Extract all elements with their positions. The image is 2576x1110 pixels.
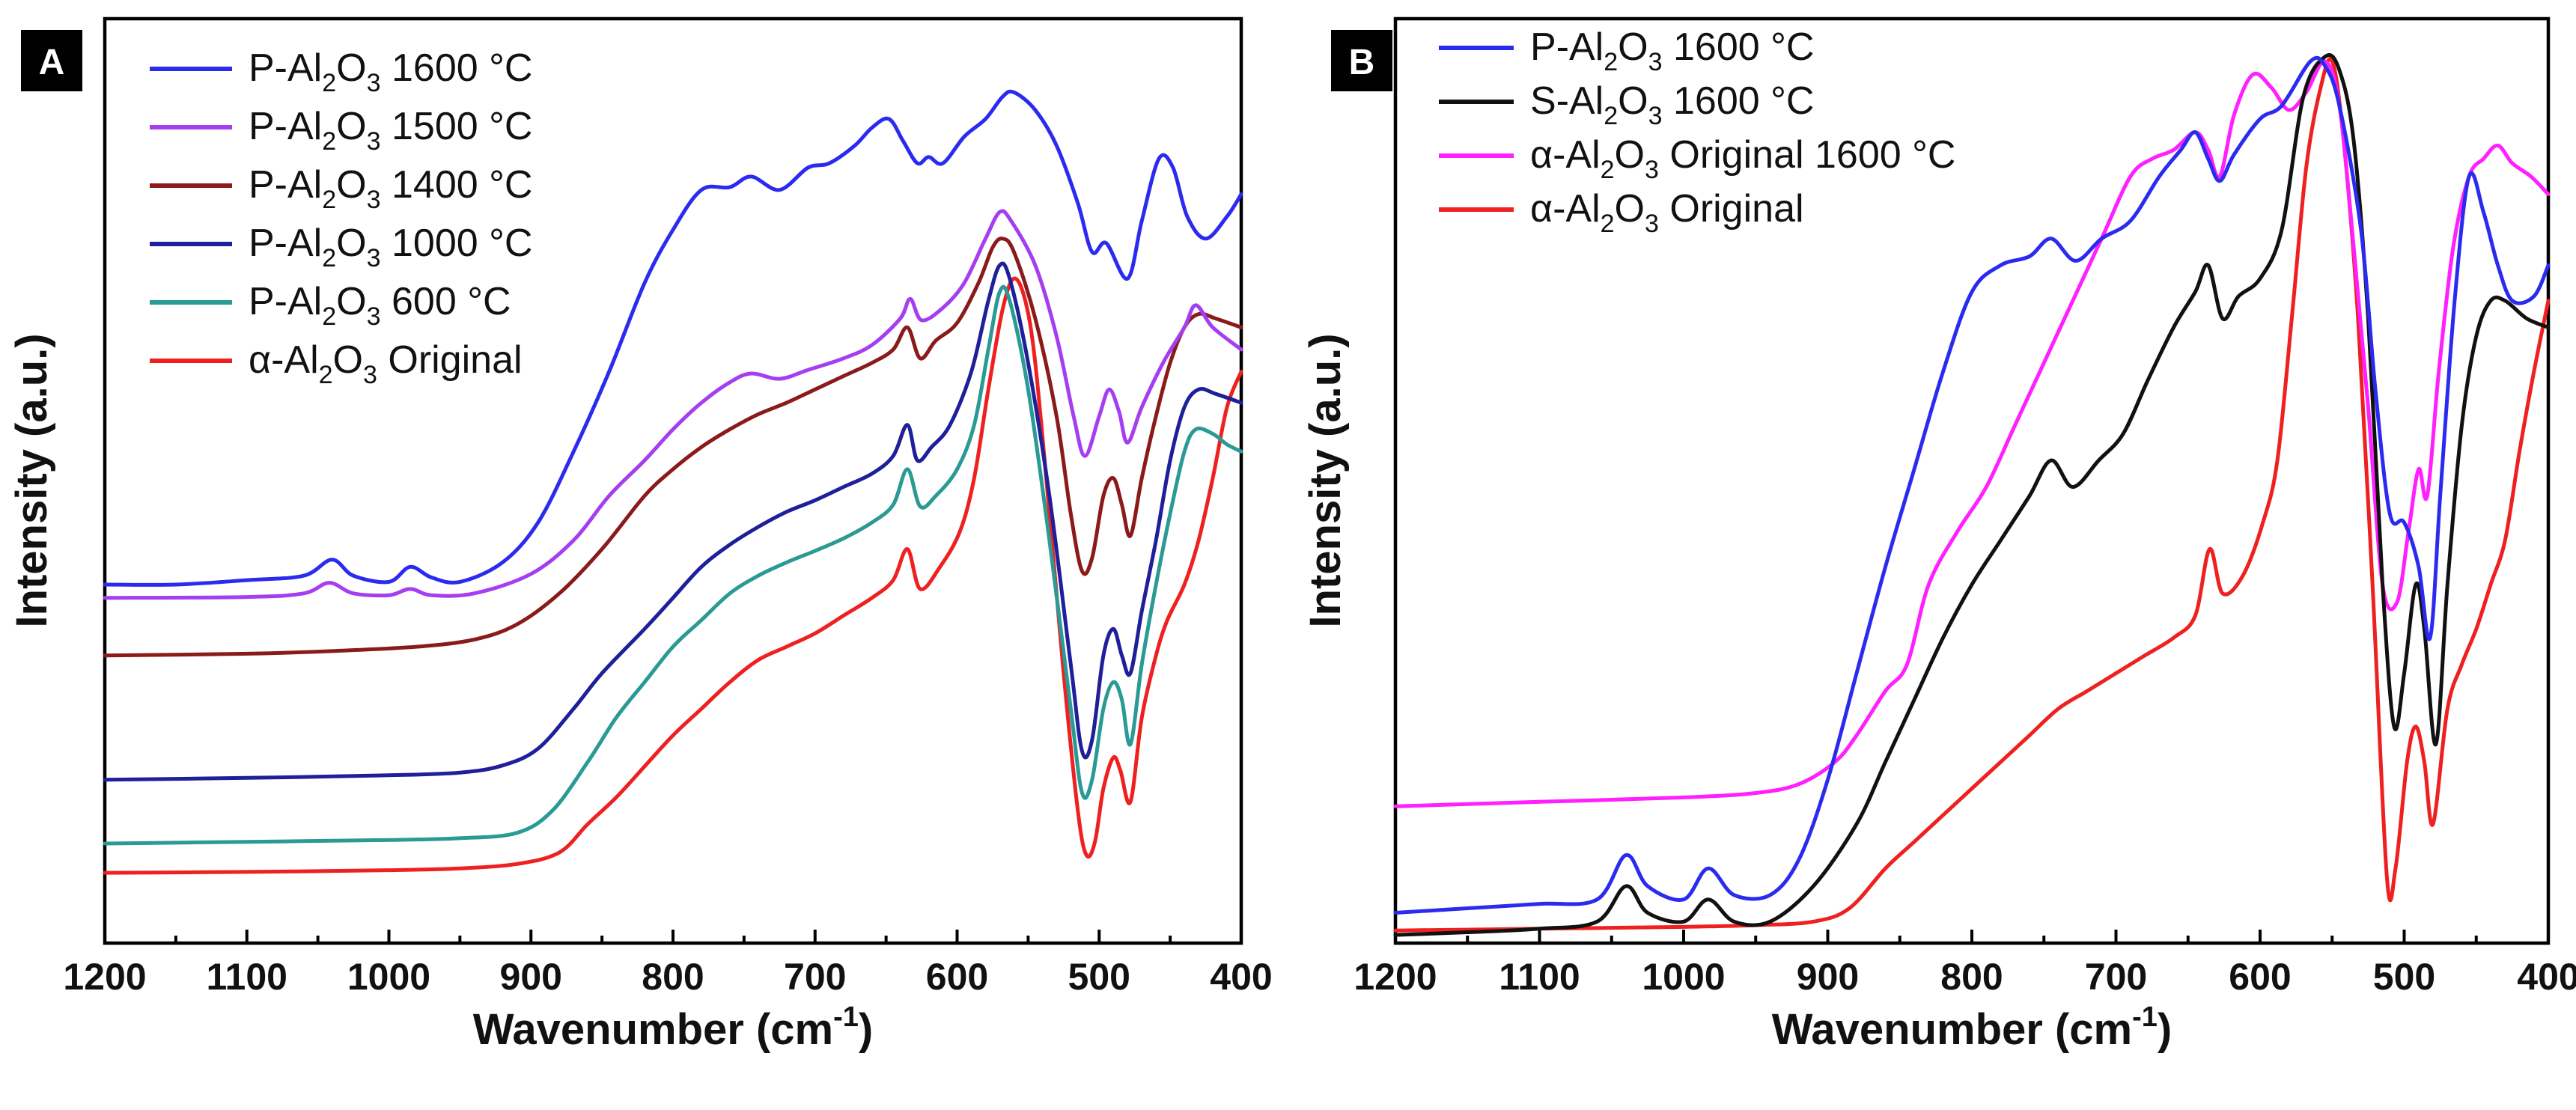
- series-line: [1393, 57, 2551, 933]
- series-line: [1393, 55, 2551, 915]
- x-ticks-a: 1200 1100 1000 900 800 700 600 500 400: [63, 930, 1273, 998]
- series-line: [103, 237, 1243, 658]
- x-ticks-b: 1200 1100 1000 900 800 700 600 500 400: [1354, 930, 2576, 998]
- series-line: [1393, 59, 2551, 808]
- series-line: [103, 276, 1243, 875]
- x-tick-label: 600: [926, 956, 988, 998]
- x-tick-label: 500: [1068, 956, 1130, 998]
- x-tick-label: 800: [1940, 956, 2003, 998]
- series-line: [103, 209, 1243, 600]
- x-tick-label: 1000: [1642, 956, 1725, 998]
- x-tick-label: 1200: [63, 956, 146, 998]
- x-tick-label: 1200: [1354, 956, 1437, 998]
- x-tick-label: 400: [2517, 956, 2576, 998]
- x-tick-label: 1100: [1499, 956, 1580, 998]
- x-tick-label: 700: [784, 956, 846, 998]
- x-tick-label: 400: [1210, 956, 1272, 998]
- legend-label: P-Al2O3 1400 °C: [249, 163, 532, 214]
- legend-a: P-Al2O3 1600 °C P-Al2O3 1500 °C P-Al2O3 14…: [150, 46, 532, 389]
- plot-frame-a: [103, 16, 1243, 945]
- x-axis-label-b: Wavenumber (cm-1): [1772, 1001, 2172, 1054]
- x-tick-label: 1100: [207, 956, 287, 998]
- series-line: [103, 89, 1243, 587]
- y-axis-label-b: Intensity (a.u.): [1301, 333, 1350, 627]
- panel-tag-a: A: [21, 30, 82, 91]
- legend-label: P-Al2O3 1600 °C: [1530, 25, 1814, 76]
- legend-label: α-Al2O3 Original: [1530, 187, 1804, 238]
- legend-label: α-Al2O3 Original: [249, 338, 523, 389]
- legend-label: P-Al2O3 1600 °C: [249, 46, 532, 97]
- series-line: [103, 284, 1243, 846]
- panel-tag-b: B: [1331, 30, 1392, 91]
- panel-a: 1200 1100 1000 900 800 700 600 500 400 P-Al2O3 1…: [7, 16, 1273, 1054]
- panel-tag-a-text: A: [39, 43, 65, 82]
- curves-b: [1393, 53, 2551, 937]
- x-axis-label-a: Wavenumber (cm-1): [473, 1001, 873, 1054]
- x-tick-label: 700: [2085, 956, 2147, 998]
- legend-label: P-Al2O3 1500 °C: [249, 105, 532, 156]
- y-axis-label-a: Intensity (a.u.): [7, 333, 56, 627]
- legend-label: P-Al2O3 600 °C: [249, 280, 511, 331]
- curves-a: [103, 89, 1243, 875]
- legend-label: α-Al2O3 Original 1600 °C: [1530, 133, 1955, 184]
- panel-b: 1200 1100 1000 900 800 700 600 500 400 P-Al2O3 1…: [1301, 16, 2576, 1054]
- x-tick-label: 1000: [347, 956, 430, 998]
- legend-b: P-Al2O3 1600 °CS-Al2O3 1600 °Cα-Al2O3 Or…: [1439, 25, 1955, 238]
- series-line: [103, 261, 1243, 782]
- x-tick-label: 800: [642, 956, 704, 998]
- x-tick-label: 600: [2229, 956, 2291, 998]
- x-tick-label: 900: [500, 956, 562, 998]
- panel-tag-b-text: B: [1349, 43, 1375, 82]
- legend-label: S-Al2O3 1600 °C: [1530, 79, 1814, 130]
- series-line: [1393, 53, 2551, 937]
- x-tick-label: 500: [2373, 956, 2435, 998]
- x-tick-label: 900: [1797, 956, 1859, 998]
- legend-label: P-Al2O3 1000 °C: [249, 222, 532, 272]
